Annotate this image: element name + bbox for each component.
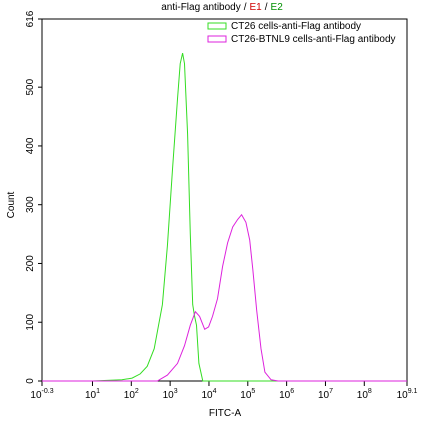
x-tick-label: 109.1 <box>397 388 418 401</box>
x-tick-exponent: 8 <box>368 388 372 395</box>
x-tick-exponent: 7 <box>329 388 333 395</box>
title-part: anti-Flag antibody <box>161 2 241 13</box>
x-tick-base: 10 <box>124 390 136 401</box>
legend-swatch <box>207 22 227 30</box>
x-tick-label: 102 <box>124 388 139 401</box>
x-tick-label: 10-0.3 <box>30 388 53 401</box>
x-tick-base: 10 <box>163 390 175 401</box>
x-tick-label: 106 <box>279 388 294 401</box>
x-tick-exponent: 1 <box>96 388 100 395</box>
x-tick-base: 10 <box>201 390 213 401</box>
x-tick-exponent: 9.1 <box>408 388 418 395</box>
legend-label: CT26 cells-anti-Flag antibody <box>231 21 361 32</box>
x-tick-label: 103 <box>163 388 178 401</box>
y-tick-label: 400 <box>25 137 36 154</box>
x-tick-base: 10 <box>240 390 252 401</box>
y-tick-label: 200 <box>25 255 36 272</box>
x-tick-label: 107 <box>318 388 333 401</box>
x-tick-exponent: 2 <box>135 388 139 395</box>
y-tick-label: 500 <box>25 78 36 95</box>
x-tick-label: 105 <box>240 388 255 401</box>
x-tick-label: 104 <box>201 388 216 401</box>
x-tick-exponent: 4 <box>213 388 217 395</box>
x-tick-base: 10 <box>397 390 409 401</box>
x-tick-exponent: 6 <box>290 388 294 395</box>
title-part: E1 <box>250 2 263 13</box>
title-part: / <box>244 2 247 13</box>
x-tick-exponent: 5 <box>251 388 255 395</box>
title-part: / <box>265 2 268 13</box>
chart-title: anti-Flag antibody / E1/E2 <box>161 2 283 13</box>
x-tick-base: 10 <box>318 390 330 401</box>
histogram-line <box>42 213 407 382</box>
plot-frame <box>41 18 408 382</box>
y-tick-label: 300 <box>25 196 36 213</box>
y-tick-label: 0 <box>25 378 36 384</box>
x-tick-exponent: -0.3 <box>42 388 54 395</box>
title-part: E2 <box>271 2 284 13</box>
x-tick-base: 10 <box>30 390 42 401</box>
histogram-line <box>42 52 407 382</box>
y-tick-label: 100 <box>25 313 36 330</box>
x-tick-base: 10 <box>85 390 97 401</box>
x-tick-base: 10 <box>279 390 291 401</box>
x-tick-label: 108 <box>357 388 372 401</box>
y-axis-label: Count <box>6 191 17 218</box>
y-tick-label: 616 <box>25 10 36 27</box>
x-tick-exponent: 3 <box>174 388 178 395</box>
legend-label: CT26-BTNL9 cells-anti-Flag antibody <box>231 34 396 45</box>
legend-swatch <box>207 35 227 43</box>
x-axis-label: FITC-A <box>209 408 242 419</box>
x-tick-base: 10 <box>357 390 369 401</box>
x-tick-label: 101 <box>85 388 100 401</box>
